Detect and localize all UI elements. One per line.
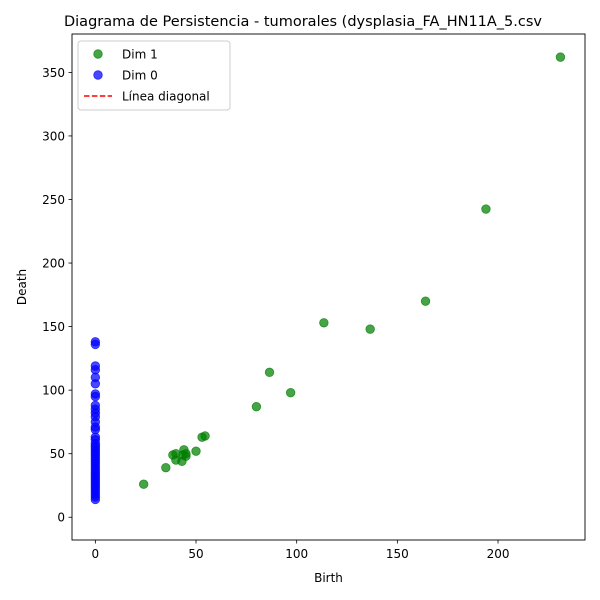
dim1-point [181, 451, 191, 461]
x-tick-label: 0 [92, 547, 100, 561]
y-tick-label: 250 [42, 193, 65, 207]
dim1-point [285, 387, 296, 398]
legend-marker [93, 70, 103, 80]
x-tick-label: 150 [386, 547, 409, 561]
dim0-point [90, 389, 101, 399]
y-tick-label: 200 [42, 257, 65, 271]
legend-label: Línea diagonal [122, 90, 210, 104]
dim1-point [319, 318, 329, 328]
x-tick-label: 200 [487, 547, 510, 561]
y-tick-label: 150 [42, 320, 65, 334]
data-points [90, 52, 566, 505]
axes-frame [71, 33, 586, 541]
legend-box [77, 40, 231, 111]
dim1-point [191, 446, 201, 456]
dim1-point [264, 367, 275, 378]
dim1-point [200, 431, 210, 441]
dim1-point [420, 296, 431, 306]
dim0-point [90, 400, 101, 411]
legend-label: Dim 1 [122, 48, 158, 62]
y-tick-label: 100 [42, 384, 65, 398]
y-tick-label: 350 [42, 66, 65, 80]
dim1-point [138, 479, 149, 489]
dim1-point [161, 462, 171, 473]
dim0-point [90, 361, 101, 371]
dim1-point [481, 204, 491, 214]
legend-marker [93, 49, 103, 59]
x-axis-label: Birth [314, 571, 343, 585]
dim1-point [365, 324, 375, 334]
dim0-point [90, 337, 101, 347]
chart-title: Diagrama de Persistencia - tumorales (dy… [64, 14, 542, 30]
dim1-point [251, 401, 262, 412]
y-axis-ticks: 0 50 100 150 200 250 300 350 [42, 66, 72, 525]
legend-label: Dim 0 [122, 69, 158, 83]
x-tick-label: 50 [188, 547, 203, 561]
y-tick-label: 300 [42, 129, 65, 143]
x-axis-ticks: 0 50 100 150 200 [92, 540, 510, 561]
x-tick-label: 100 [285, 547, 308, 561]
y-tick-label: 50 [50, 447, 65, 461]
y-axis-label: Death [15, 269, 29, 305]
y-tick-label: 0 [57, 511, 65, 525]
dim1-point [555, 52, 566, 62]
legend: Dim 1 Dim 0 Línea diagonal [77, 40, 231, 111]
